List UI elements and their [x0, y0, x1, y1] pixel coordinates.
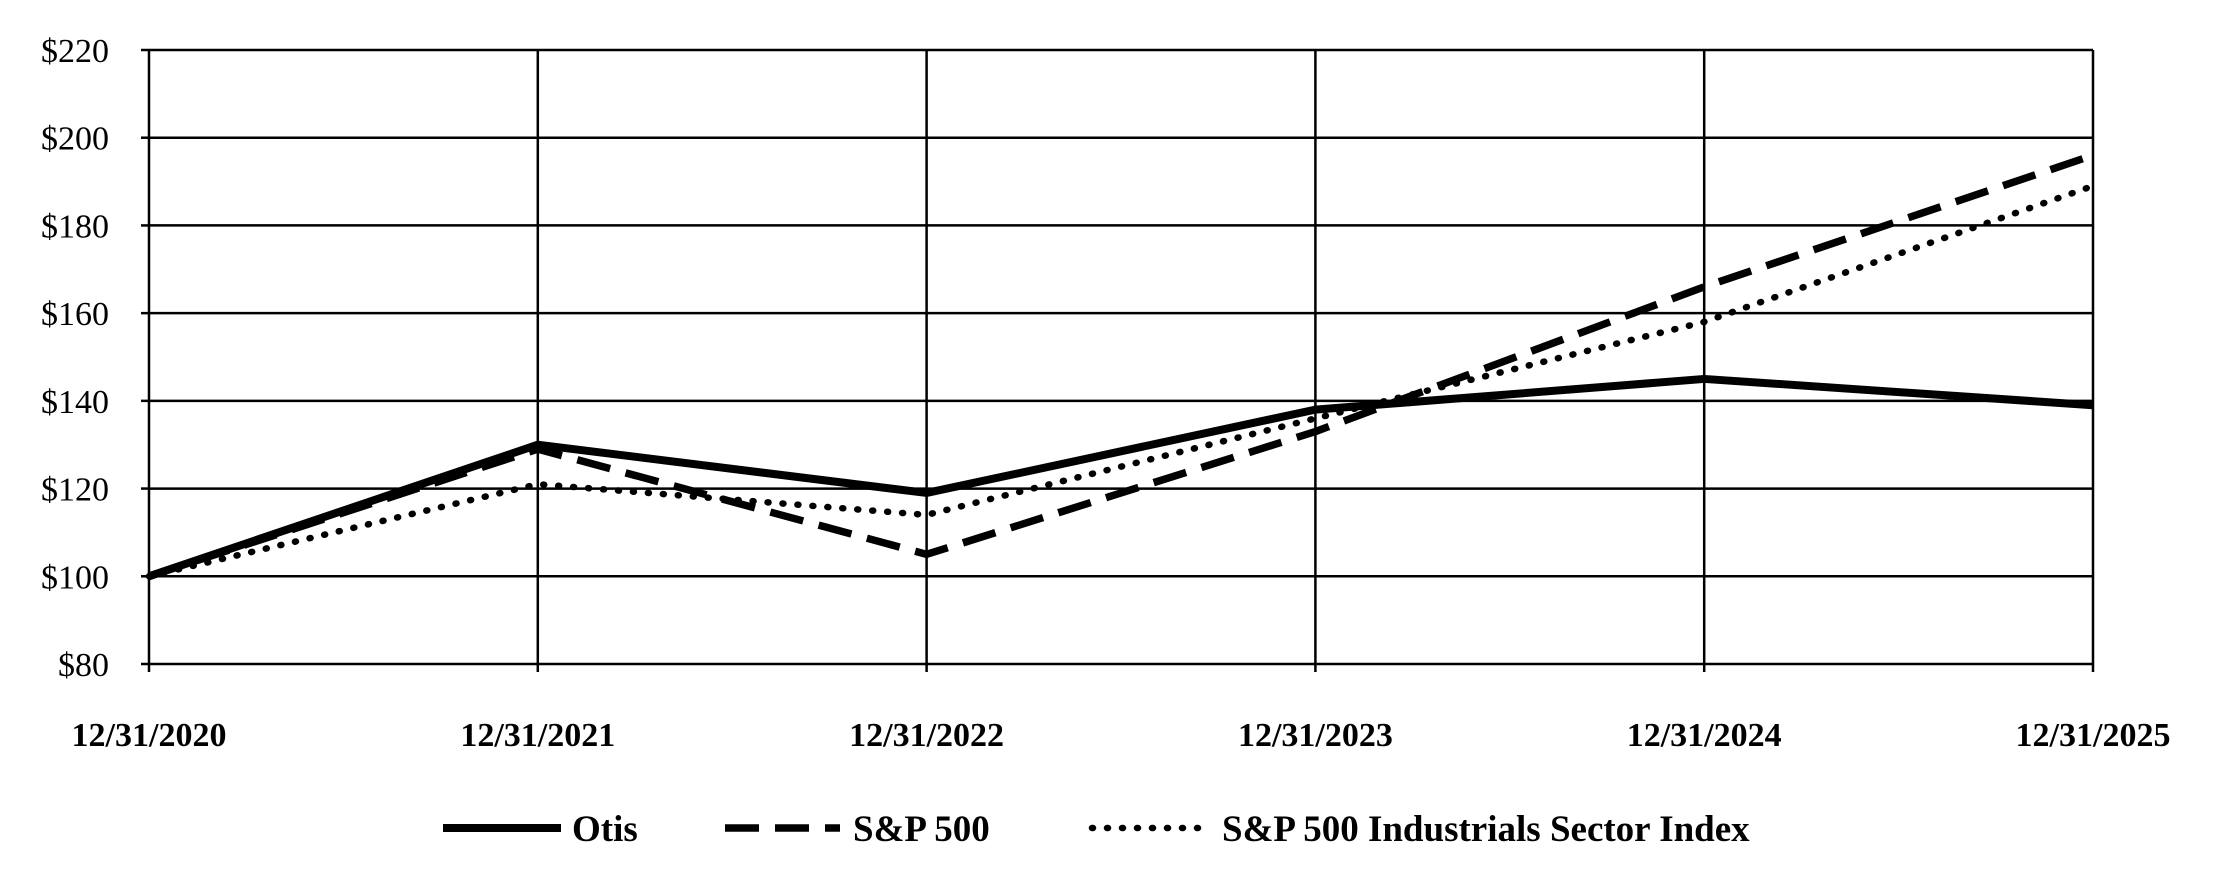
x-axis-tick-labels: 12/31/2020 12/31/2021 12/31/2022 12/31/2023… [72, 717, 2171, 754]
x-tick-label: 12/31/2020 [72, 717, 227, 754]
y-tick-label: $100 [41, 559, 109, 596]
x-tick-label: 12/31/2021 [460, 717, 615, 754]
x-tick-label: 12/31/2023 [1238, 717, 1393, 754]
y-tick-label: $200 [41, 121, 109, 158]
y-tick-label: $80 [58, 647, 109, 684]
chart-series [145, 151, 2097, 581]
y-tick-label: $140 [41, 384, 109, 421]
chart-grid [141, 48, 2095, 672]
x-tick-label: 12/31/2025 [2016, 717, 2171, 754]
series-line-s-p-500-industrials-sector-index [145, 182, 2097, 580]
y-axis-tick-labels: $80 $100 $120 $140 $160 $180 $200 $220 [41, 33, 109, 684]
legend-label: S&P 500 [853, 809, 990, 850]
y-tick-label: $160 [41, 296, 109, 333]
y-tick-label: $120 [41, 472, 109, 509]
x-tick-label: 12/31/2024 [1627, 717, 1782, 754]
y-tick-label: $220 [41, 33, 109, 70]
legend-label: Otis [572, 809, 638, 850]
y-tick-label: $180 [41, 208, 109, 245]
series-line-otis [147, 374, 2094, 581]
series-line-s-p-500 [147, 151, 2095, 580]
legend-label: S&P 500 Industrials Sector Index [1222, 809, 1750, 850]
chart-legend: Otis S&P 500 S&P 500 Industrials Sector In… [443, 809, 1750, 850]
x-tick-label: 12/31/2022 [849, 717, 1004, 754]
